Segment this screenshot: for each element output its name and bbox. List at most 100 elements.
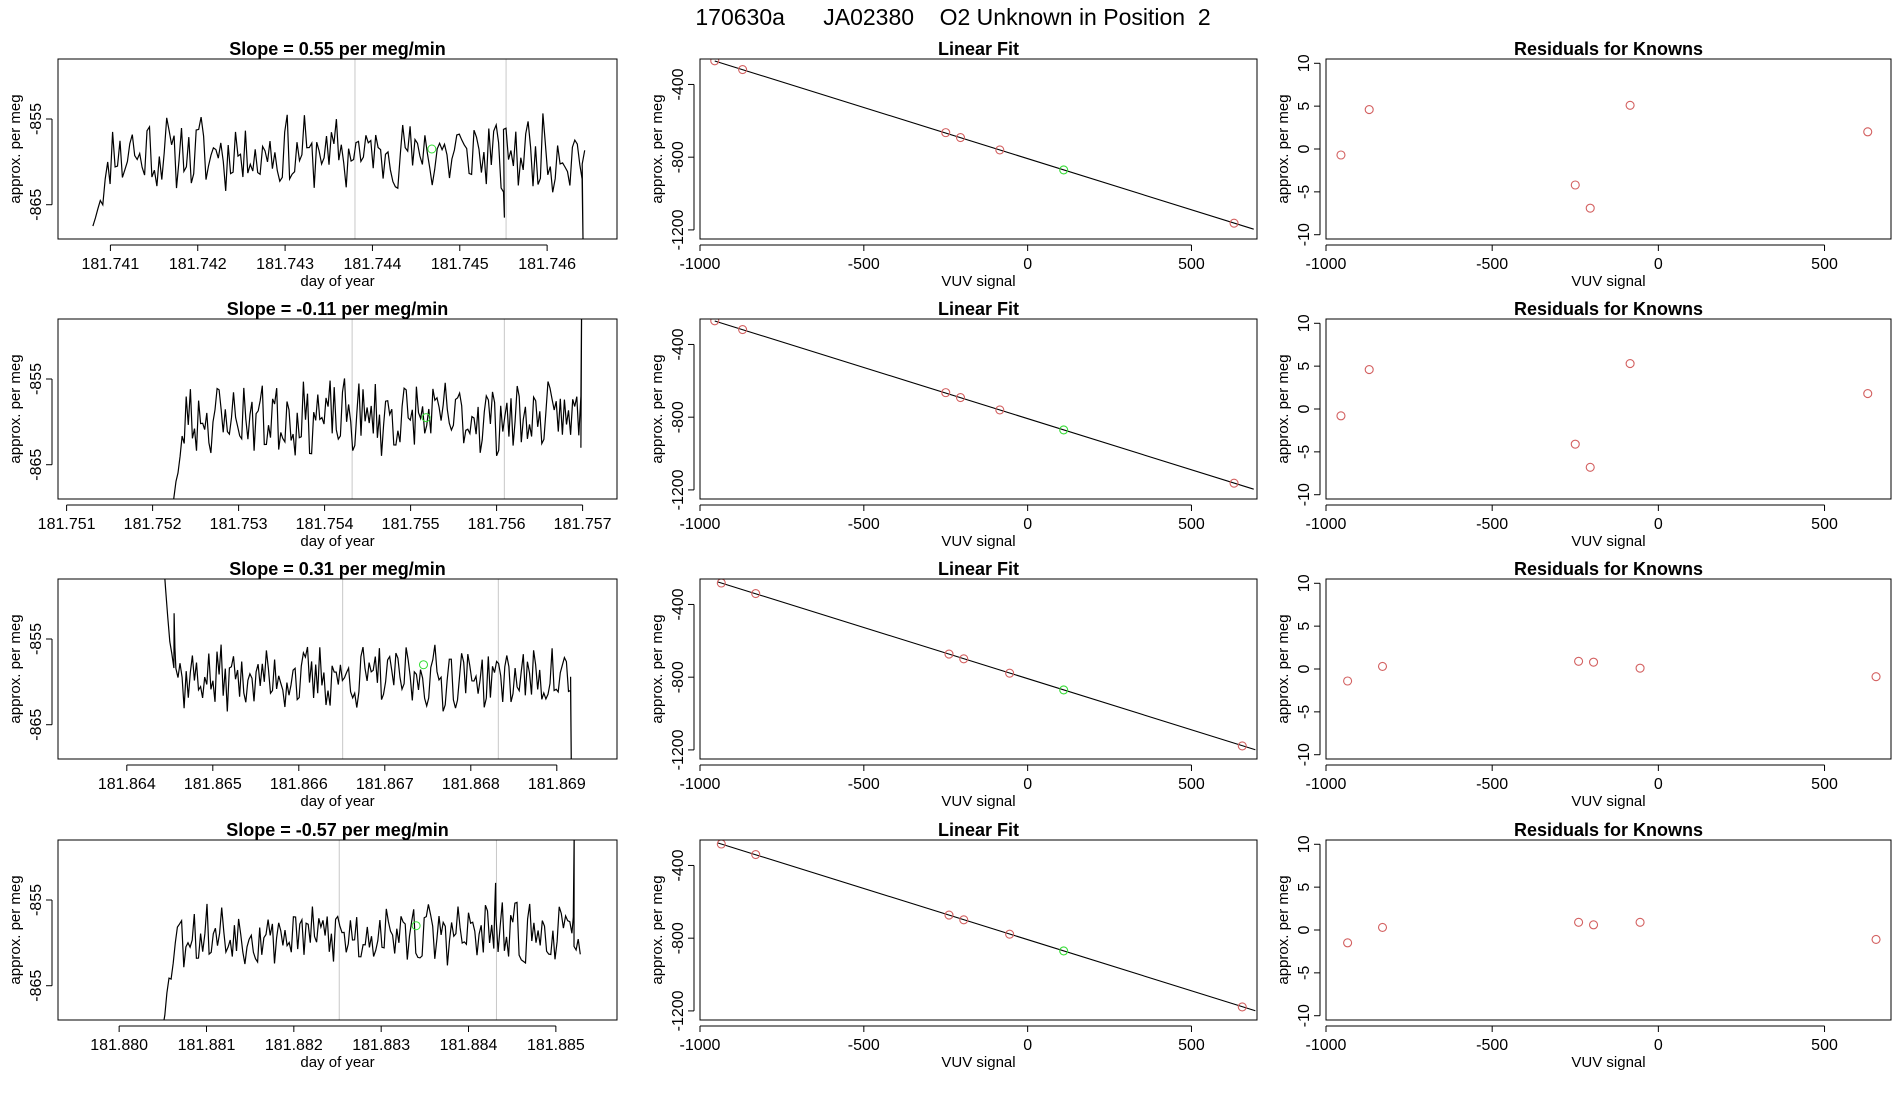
y-axis-label: approx. per meg — [7, 614, 24, 723]
x-axis-label: VUV signal — [941, 793, 1015, 810]
plot-frame — [57, 318, 618, 500]
data-point — [710, 59, 720, 66]
panel-r2-resid: Residuals for Knowns -1000 -500 0 500 VUV sig… — [1275, 299, 1892, 550]
x-tick-label: 181.742 — [169, 256, 227, 273]
panel-grid: Slope = 0.55 per meg/min 181.741 181.742 18… — [7, 39, 1892, 1071]
data-point — [995, 145, 1005, 155]
y-tick-label: 5 — [1296, 622, 1313, 631]
y-tick-label: -10 — [1296, 483, 1313, 506]
y-axis-label: approx. per meg — [1275, 354, 1292, 463]
data-point — [738, 64, 748, 75]
x-axis-label: day of year — [300, 273, 374, 290]
panel-title: Slope = -0.57 per meg/min — [226, 820, 449, 840]
data-point — [1229, 478, 1239, 488]
plot-area — [710, 59, 1254, 230]
series-line — [164, 579, 572, 759]
y-tick-label: -855 — [28, 623, 45, 655]
x-tick-label: -1000 — [1306, 776, 1347, 793]
unknown-point — [421, 413, 431, 423]
x-tick-label: -500 — [848, 1037, 880, 1054]
x-tick-label: 181.753 — [210, 516, 268, 533]
panel-r2-fit: Linear Fit -1000 -500 0 500 VUV signal -400 -80… — [649, 299, 1258, 550]
x-tick-label: 181.757 — [554, 516, 612, 533]
plot-frame — [57, 839, 618, 1021]
x-tick-label: 181.882 — [265, 1037, 323, 1054]
y-axis-label: approx. per meg — [649, 875, 666, 984]
series-line — [163, 840, 581, 1020]
plot-area — [1336, 100, 1873, 213]
x-tick-label: 500 — [1811, 256, 1838, 273]
plot-area — [173, 319, 583, 499]
y-tick-label: 0 — [1296, 664, 1313, 673]
data-point — [955, 392, 966, 403]
y-tick-label: -865 — [28, 970, 45, 1002]
data-point — [1570, 180, 1580, 190]
plot-frame — [1325, 578, 1892, 760]
data-point — [1336, 411, 1346, 421]
data-point — [944, 649, 954, 659]
y-tick-label: -855 — [28, 103, 45, 135]
y-tick-label: -1200 — [670, 990, 687, 1031]
panel-r3-resid: Residuals for Knowns -1000 -500 0 500 VUV sig… — [1275, 559, 1892, 810]
data-point — [1005, 929, 1015, 939]
y-tick-label: -10 — [1296, 743, 1313, 766]
panel-title: Slope = -0.11 per meg/min — [227, 299, 449, 319]
x-axis-label: day of year — [300, 533, 374, 550]
y-axis-label: approx. per meg — [1275, 614, 1292, 723]
y-tick-label: -1200 — [670, 729, 687, 770]
y-tick-label: -400 — [670, 68, 687, 100]
x-tick-label: 181.745 — [431, 256, 489, 273]
unknown-point — [411, 921, 421, 931]
x-tick-label: -500 — [848, 516, 880, 533]
x-tick-label: -500 — [848, 776, 880, 793]
data-point — [1635, 663, 1645, 673]
data-point — [941, 388, 951, 398]
y-axis-label: approx. per meg — [649, 94, 666, 203]
y-tick-label: -855 — [28, 363, 45, 395]
panel-r4-trace: Slope = -0.57 per meg/min 181.880 181.881 1… — [7, 820, 618, 1071]
x-tick-label: -1000 — [680, 1037, 721, 1054]
x-tick-label: 181.746 — [518, 256, 576, 273]
x-tick-label: 181.743 — [256, 256, 314, 273]
x-tick-label: -1000 — [680, 516, 721, 533]
series-line — [92, 113, 586, 239]
panel-title: Linear Fit — [938, 559, 1019, 579]
data-point — [1336, 150, 1346, 160]
x-tick-label: -1000 — [1306, 256, 1347, 273]
x-axis-label: VUV signal — [1571, 1054, 1645, 1071]
x-axis-label: VUV signal — [1571, 533, 1645, 550]
x-axis-label: VUV signal — [1571, 793, 1645, 810]
y-tick-label: 10 — [1296, 574, 1313, 592]
x-tick-label: -1000 — [1306, 516, 1347, 533]
x-tick-label: 0 — [1654, 256, 1663, 273]
x-tick-label: -500 — [1476, 256, 1508, 273]
x-axis-label: VUV signal — [1571, 273, 1645, 290]
plot-area — [1336, 359, 1873, 472]
data-point — [710, 319, 720, 326]
plot-area — [163, 840, 581, 1020]
y-axis-label: approx. per meg — [7, 354, 24, 463]
fit-line — [717, 842, 1256, 1012]
data-point — [716, 840, 726, 849]
x-tick-label: -1000 — [1306, 1037, 1347, 1054]
x-axis-label: day of year — [300, 793, 374, 810]
x-tick-label: 181.744 — [344, 256, 402, 273]
panel-title: Slope = 0.55 per meg/min — [229, 39, 446, 59]
data-point — [1229, 218, 1239, 228]
data-point — [959, 915, 969, 925]
panel-r3-trace: Slope = 0.31 per meg/min 181.864 181.865 18… — [7, 559, 618, 810]
x-tick-label: 500 — [1178, 256, 1205, 273]
series-line — [173, 319, 583, 499]
data-point — [1585, 462, 1595, 472]
data-point — [955, 132, 966, 143]
y-axis-label: approx. per meg — [649, 614, 666, 723]
plot-area — [1343, 656, 1881, 686]
x-tick-label: 181.755 — [382, 516, 440, 533]
plot-frame — [57, 58, 618, 240]
x-tick-label: 181.885 — [527, 1037, 585, 1054]
panel-title: Residuals for Knowns — [1514, 820, 1703, 840]
y-tick-label: -800 — [670, 661, 687, 693]
x-axis-label: day of year — [300, 1054, 374, 1071]
panel-r4-fit: Linear Fit -1000 -500 0 500 VUV signal -400 -80… — [649, 820, 1258, 1071]
data-point — [1574, 917, 1584, 927]
